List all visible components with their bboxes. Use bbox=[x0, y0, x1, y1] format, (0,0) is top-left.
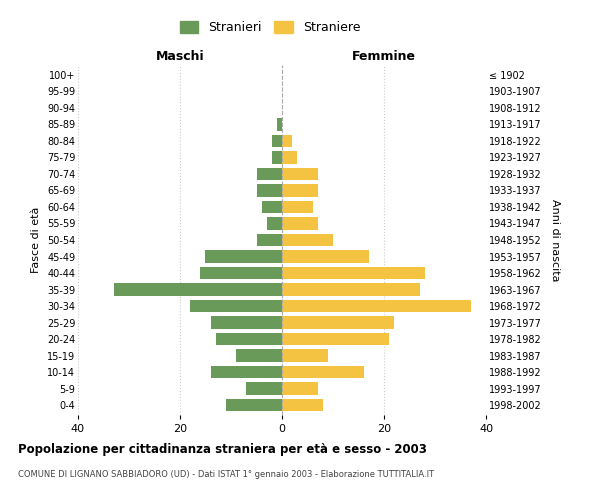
Y-axis label: Fasce di età: Fasce di età bbox=[31, 207, 41, 273]
Bar bbox=[216, 333, 282, 345]
Bar bbox=[200, 267, 282, 279]
Bar bbox=[206, 250, 282, 262]
Bar bbox=[282, 250, 369, 262]
Bar bbox=[114, 284, 282, 296]
Bar bbox=[272, 135, 282, 147]
Bar bbox=[282, 333, 389, 345]
Text: Femmine: Femmine bbox=[352, 50, 416, 62]
Text: Popolazione per cittadinanza straniera per età e sesso - 2003: Popolazione per cittadinanza straniera p… bbox=[18, 442, 427, 456]
Bar bbox=[190, 300, 282, 312]
Y-axis label: Anni di nascita: Anni di nascita bbox=[550, 198, 560, 281]
Bar bbox=[277, 118, 282, 130]
Bar bbox=[282, 184, 318, 196]
Bar bbox=[282, 316, 394, 328]
Bar bbox=[282, 201, 313, 213]
Bar bbox=[211, 316, 282, 328]
Text: Maschi: Maschi bbox=[155, 50, 205, 62]
Bar bbox=[267, 218, 282, 230]
Bar bbox=[282, 350, 328, 362]
Bar bbox=[226, 399, 282, 411]
Bar bbox=[282, 382, 318, 395]
Bar bbox=[236, 350, 282, 362]
Bar bbox=[257, 168, 282, 180]
Bar bbox=[257, 234, 282, 246]
Text: COMUNE DI LIGNANO SABBIADORO (UD) - Dati ISTAT 1° gennaio 2003 - Elaborazione TU: COMUNE DI LIGNANO SABBIADORO (UD) - Dati… bbox=[18, 470, 434, 479]
Bar bbox=[262, 201, 282, 213]
Bar bbox=[282, 135, 292, 147]
Bar bbox=[282, 168, 318, 180]
Bar bbox=[282, 218, 318, 230]
Legend: Stranieri, Straniere: Stranieri, Straniere bbox=[175, 16, 365, 40]
Bar bbox=[247, 382, 282, 395]
Bar bbox=[282, 399, 323, 411]
Bar bbox=[282, 366, 364, 378]
Bar bbox=[272, 152, 282, 164]
Bar bbox=[211, 366, 282, 378]
Bar bbox=[282, 152, 298, 164]
Bar bbox=[282, 300, 471, 312]
Bar bbox=[282, 284, 420, 296]
Bar bbox=[282, 267, 425, 279]
Bar bbox=[257, 184, 282, 196]
Bar bbox=[282, 234, 333, 246]
